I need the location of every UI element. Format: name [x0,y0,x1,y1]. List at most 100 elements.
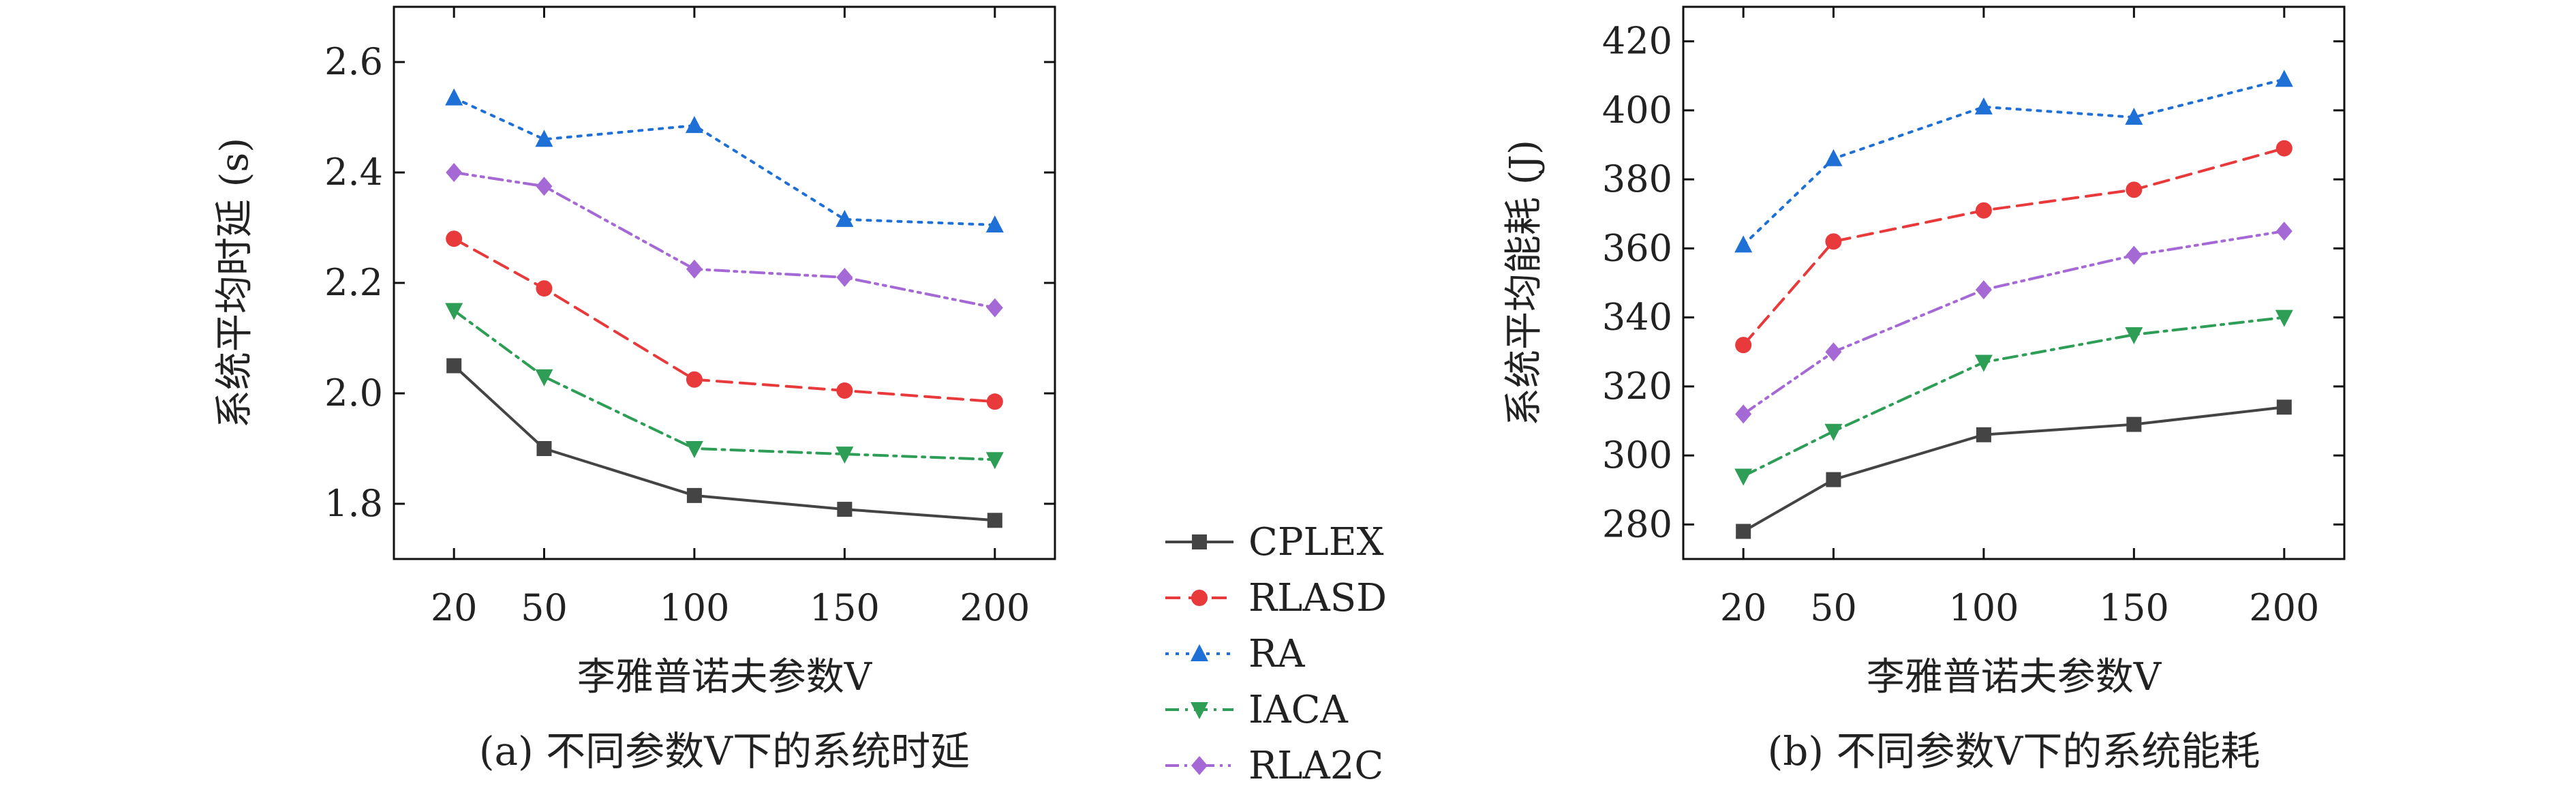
data-point [1974,354,1993,372]
y-tick-label: 340 [1602,296,1672,339]
series-layer [1734,70,2293,539]
series-line [1742,230,2286,416]
data-point [685,441,703,458]
data-point [2275,309,2293,327]
series-rlasd [446,230,1003,410]
y-axis-label: 系统平均能耗 (J) [1502,140,1546,426]
data-point [1824,423,1843,441]
data-point [1824,149,1843,166]
data-point [1974,97,1993,115]
data-point [2126,181,2143,198]
series-layer [445,88,1004,528]
series-cplex [446,358,1002,528]
series-line [1742,147,2286,347]
data-point [536,280,553,297]
x-axis-label: 李雅普诺夫参数V [577,655,873,699]
x-tick-label: 100 [659,586,729,629]
y-tick-label: 1.8 [324,482,383,525]
data-point [2126,245,2143,265]
data-point [446,358,462,374]
data-point [985,215,1004,232]
x-tick-label: 20 [431,586,478,629]
data-point [2276,399,2292,415]
data-point [445,303,463,320]
y-tick-label: 420 [1602,20,1672,63]
y-tick-label: 320 [1602,365,1672,408]
x-tick-label: 50 [1810,586,1857,629]
y-tick-label: 400 [1602,89,1672,132]
data-point [686,259,703,279]
plot-frame [393,5,1056,560]
y-tick-label: 2.6 [324,40,383,83]
series-rla2c [1735,222,2293,424]
data-point [987,513,1002,528]
data-point [535,130,553,147]
series-line [453,171,996,309]
data-point [446,163,463,182]
data-point [685,116,703,134]
legend-label: RA [1248,632,1305,676]
data-point [2125,327,2143,344]
data-point [985,452,1004,470]
series-rla2c [446,163,1003,318]
chart-panel-delay: 1.8 2.0 2.2 2.4 2.6 20 50 100 150 200 系统平均时延 (s)… [213,5,1056,774]
data-point [445,88,463,106]
legend-label: CPLEX [1248,520,1384,564]
y-tick-label: 2.0 [324,372,383,414]
legend-entry-rlasd: RLASD [1165,576,1387,620]
y-tick-label: 380 [1602,157,1672,200]
data-point [986,298,1003,318]
data-point [2275,70,2293,87]
data-point [1825,342,1842,362]
x-axis: 20 50 100 150 200 [431,7,1030,629]
legend-label: RLA2C [1248,744,1383,786]
plot-frame [1682,5,2346,560]
legend-entry-iaca: IACA [1165,688,1348,732]
legend-marker [1192,534,1207,549]
series-line [453,237,996,404]
data-point [1735,337,1752,354]
x-tick-label: 50 [521,586,568,629]
x-tick-label: 150 [2099,586,2169,629]
data-point [1734,468,1753,486]
y-tick-label: 280 [1602,502,1672,545]
data-point [2125,108,2143,125]
series-line [453,96,996,226]
data-point [2275,222,2293,241]
data-point [1976,427,1991,442]
chart-panel-energy: 280 300 320 340 360 380 400 420 20 50 100 150 200 系… [1502,5,2346,774]
data-point [1975,202,1992,219]
chart-caption: (a) 不同参数V下的系统时延 [479,728,970,774]
legend-marker [1191,702,1208,719]
series-cplex [1736,399,2292,539]
series-rlasd [1735,140,2293,354]
y-tick-label: 2.2 [324,261,383,304]
y-axis-label: 系统平均时延 (s) [213,138,257,428]
legend-marker [1191,756,1208,775]
data-point [836,267,853,287]
data-point [986,393,1003,410]
data-point [1825,233,1842,250]
data-point [1826,472,1841,487]
data-point [835,209,854,227]
legend-label: RLASD [1248,576,1387,620]
data-point [535,369,553,387]
series-iaca [445,303,1004,470]
series-ra [445,88,1004,232]
legend: CPLEX RLASD RA IACA RLA2C [1165,520,1387,786]
x-tick-label: 20 [1720,586,1767,629]
data-point [686,487,702,503]
y-axis: 280 300 320 340 360 380 400 420 [1602,20,2344,545]
y-tick-label: 360 [1602,226,1672,269]
series-line [1742,316,2286,478]
legend-marker [1191,644,1208,661]
y-tick-label: 300 [1602,434,1672,477]
x-axis-label: 李雅普诺夫参数V [1867,655,2162,699]
x-axis: 20 50 100 150 200 [1720,7,2319,629]
legend-marker [1191,590,1208,606]
data-point [686,371,703,388]
series-line [1742,406,2286,533]
series-line [1742,78,2286,247]
data-point [1735,404,1752,424]
